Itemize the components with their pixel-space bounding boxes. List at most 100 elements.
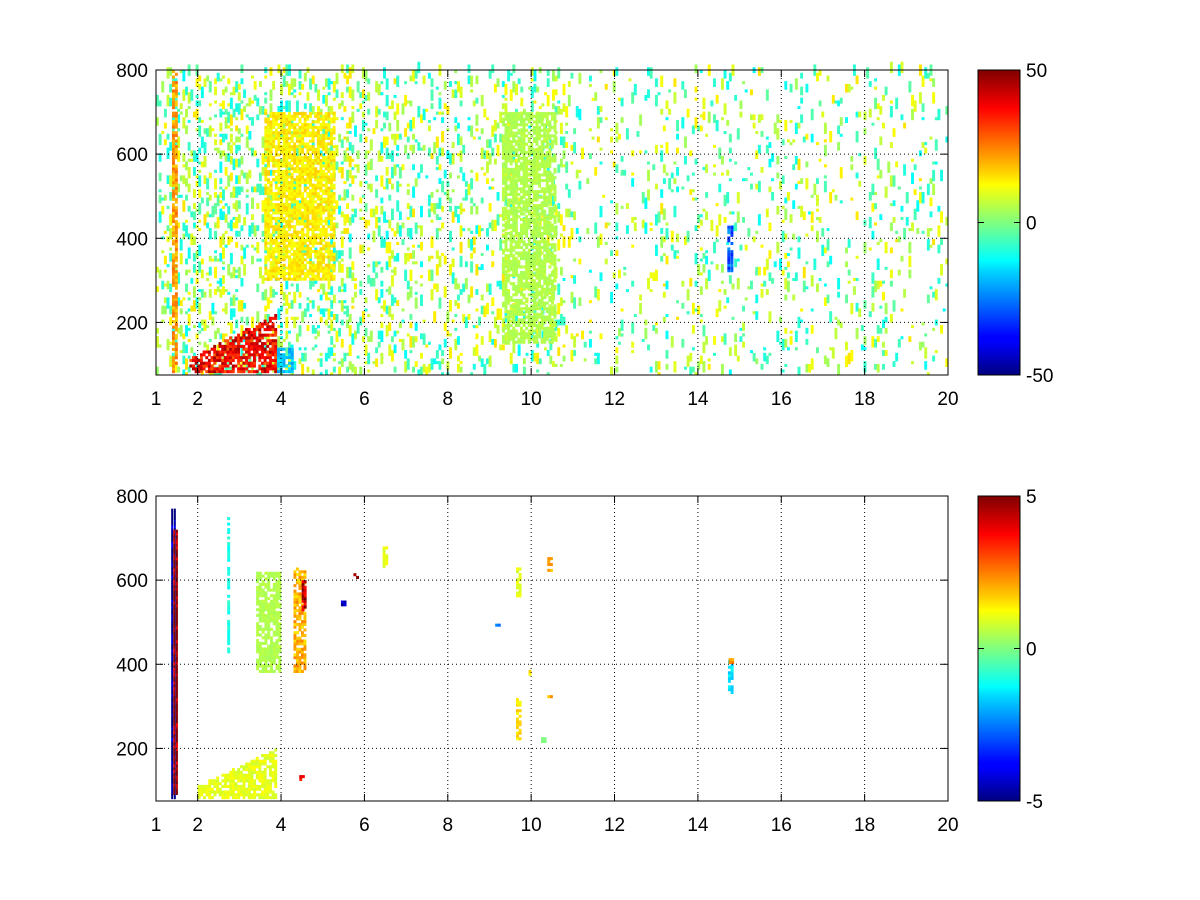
heatmap-cell — [314, 327, 318, 334]
heatmap-cell — [380, 128, 384, 132]
heatmap-cell — [287, 197, 291, 201]
heatmap-cell — [367, 247, 371, 251]
heatmap-cell — [797, 106, 801, 110]
heatmap-cell — [203, 214, 207, 226]
heatmap-cell — [282, 169, 286, 179]
heatmap-cell — [185, 311, 188, 315]
heatmap-cell — [763, 280, 767, 287]
heatmap-cell — [404, 94, 408, 107]
heatmap-cell — [730, 266, 734, 270]
heatmap-cell — [845, 247, 848, 254]
heatmap-cell — [269, 183, 273, 187]
heatmap-cell — [237, 175, 241, 184]
heatmap-cell — [322, 308, 326, 318]
heatmap-cell — [718, 289, 722, 293]
heatmap-cell — [229, 361, 233, 365]
heatmap-cell — [314, 238, 318, 243]
heatmap-cell — [185, 125, 188, 135]
heatmap-cell — [792, 200, 796, 209]
heatmap-cell — [179, 111, 183, 115]
heatmap-cell — [179, 253, 183, 265]
heatmap-cell — [285, 189, 289, 193]
heatmap-cell — [192, 236, 196, 245]
heatmap-cell — [242, 353, 246, 357]
heatmap-cell — [298, 236, 302, 240]
heatmap-cell — [826, 228, 830, 232]
heatmap-cell — [343, 283, 347, 293]
heatmap-cell — [480, 167, 484, 171]
heatmap-cell — [845, 83, 848, 93]
heatmap-cell — [314, 114, 318, 118]
heatmap-cell — [205, 350, 209, 354]
heatmap-cell — [691, 366, 695, 373]
heatmap-cell — [821, 111, 825, 118]
heatmap-cell — [652, 272, 656, 282]
heatmap-cell — [332, 258, 336, 262]
heatmap-cell — [258, 322, 262, 326]
heatmap-cell — [277, 164, 281, 168]
heatmap-cell — [166, 147, 170, 160]
heatmap-cell — [306, 164, 310, 168]
heatmap-cell — [298, 178, 302, 182]
heatmap-cell — [322, 114, 326, 118]
heatmap-cell — [507, 137, 511, 141]
heatmap-cell — [253, 150, 257, 157]
heatmap-cell — [174, 322, 178, 326]
heatmap-cell — [451, 319, 455, 323]
heatmap-cell — [277, 205, 281, 209]
heatmap-cell — [588, 330, 592, 334]
heatmap-cell — [274, 205, 278, 209]
heatmap-cell — [467, 239, 471, 248]
heatmap-cell — [338, 300, 342, 304]
heatmap-cell — [390, 336, 394, 343]
heatmap-cell — [169, 341, 173, 345]
heatmap-cell — [728, 347, 732, 356]
heatmap-cell — [260, 350, 264, 354]
heatmap-cell — [720, 155, 724, 165]
heatmap-cell — [736, 258, 740, 262]
heatmap-cell — [316, 172, 320, 176]
heatmap-cell — [171, 278, 175, 282]
heatmap-cell — [177, 92, 181, 96]
heatmap-cell — [720, 78, 724, 90]
heatmap-cell — [897, 186, 901, 190]
heatmap-cell — [240, 108, 244, 121]
heatmap-cell — [308, 134, 312, 138]
heatmap-cell — [512, 215, 516, 219]
heatmap-cell — [306, 211, 310, 215]
heatmap-cell — [699, 214, 703, 218]
heatmap-cell — [169, 175, 173, 187]
heatmap-cell — [290, 316, 294, 320]
heatmap-cell — [314, 269, 318, 273]
heatmap-cell — [517, 148, 521, 152]
heatmap-cell — [351, 261, 355, 270]
heatmap-cell — [409, 322, 413, 329]
heatmap-cell — [267, 120, 270, 124]
heatmap-cell — [417, 244, 421, 248]
heatmap-cell — [229, 155, 233, 165]
heatmap-cell — [546, 164, 550, 176]
heatmap-cell — [501, 234, 505, 238]
heatmap-cell — [316, 186, 320, 190]
heatmap-cell — [258, 325, 262, 329]
heatmap-cell — [847, 83, 851, 93]
heatmap-cell — [224, 186, 228, 190]
heatmap-cell — [509, 223, 513, 227]
heatmap-cell — [385, 111, 389, 121]
heatmap-cell — [868, 81, 872, 87]
heatmap-cell — [280, 161, 284, 165]
heatmap-cell — [855, 277, 859, 282]
heatmap-cell — [306, 302, 310, 312]
heatmap-cell — [298, 128, 302, 132]
heatmap-cell — [206, 128, 210, 137]
heatmap-cell — [311, 150, 315, 154]
heatmap-cell — [171, 142, 175, 146]
heatmap-cell — [218, 356, 222, 360]
heatmap-cell — [308, 269, 312, 273]
heatmap-cell — [364, 308, 368, 312]
heatmap-cell — [327, 244, 331, 248]
heatmap-cell — [208, 255, 212, 262]
heatmap-cell — [908, 241, 912, 254]
heatmap-cell — [945, 106, 949, 115]
heatmap-cell — [504, 340, 508, 344]
